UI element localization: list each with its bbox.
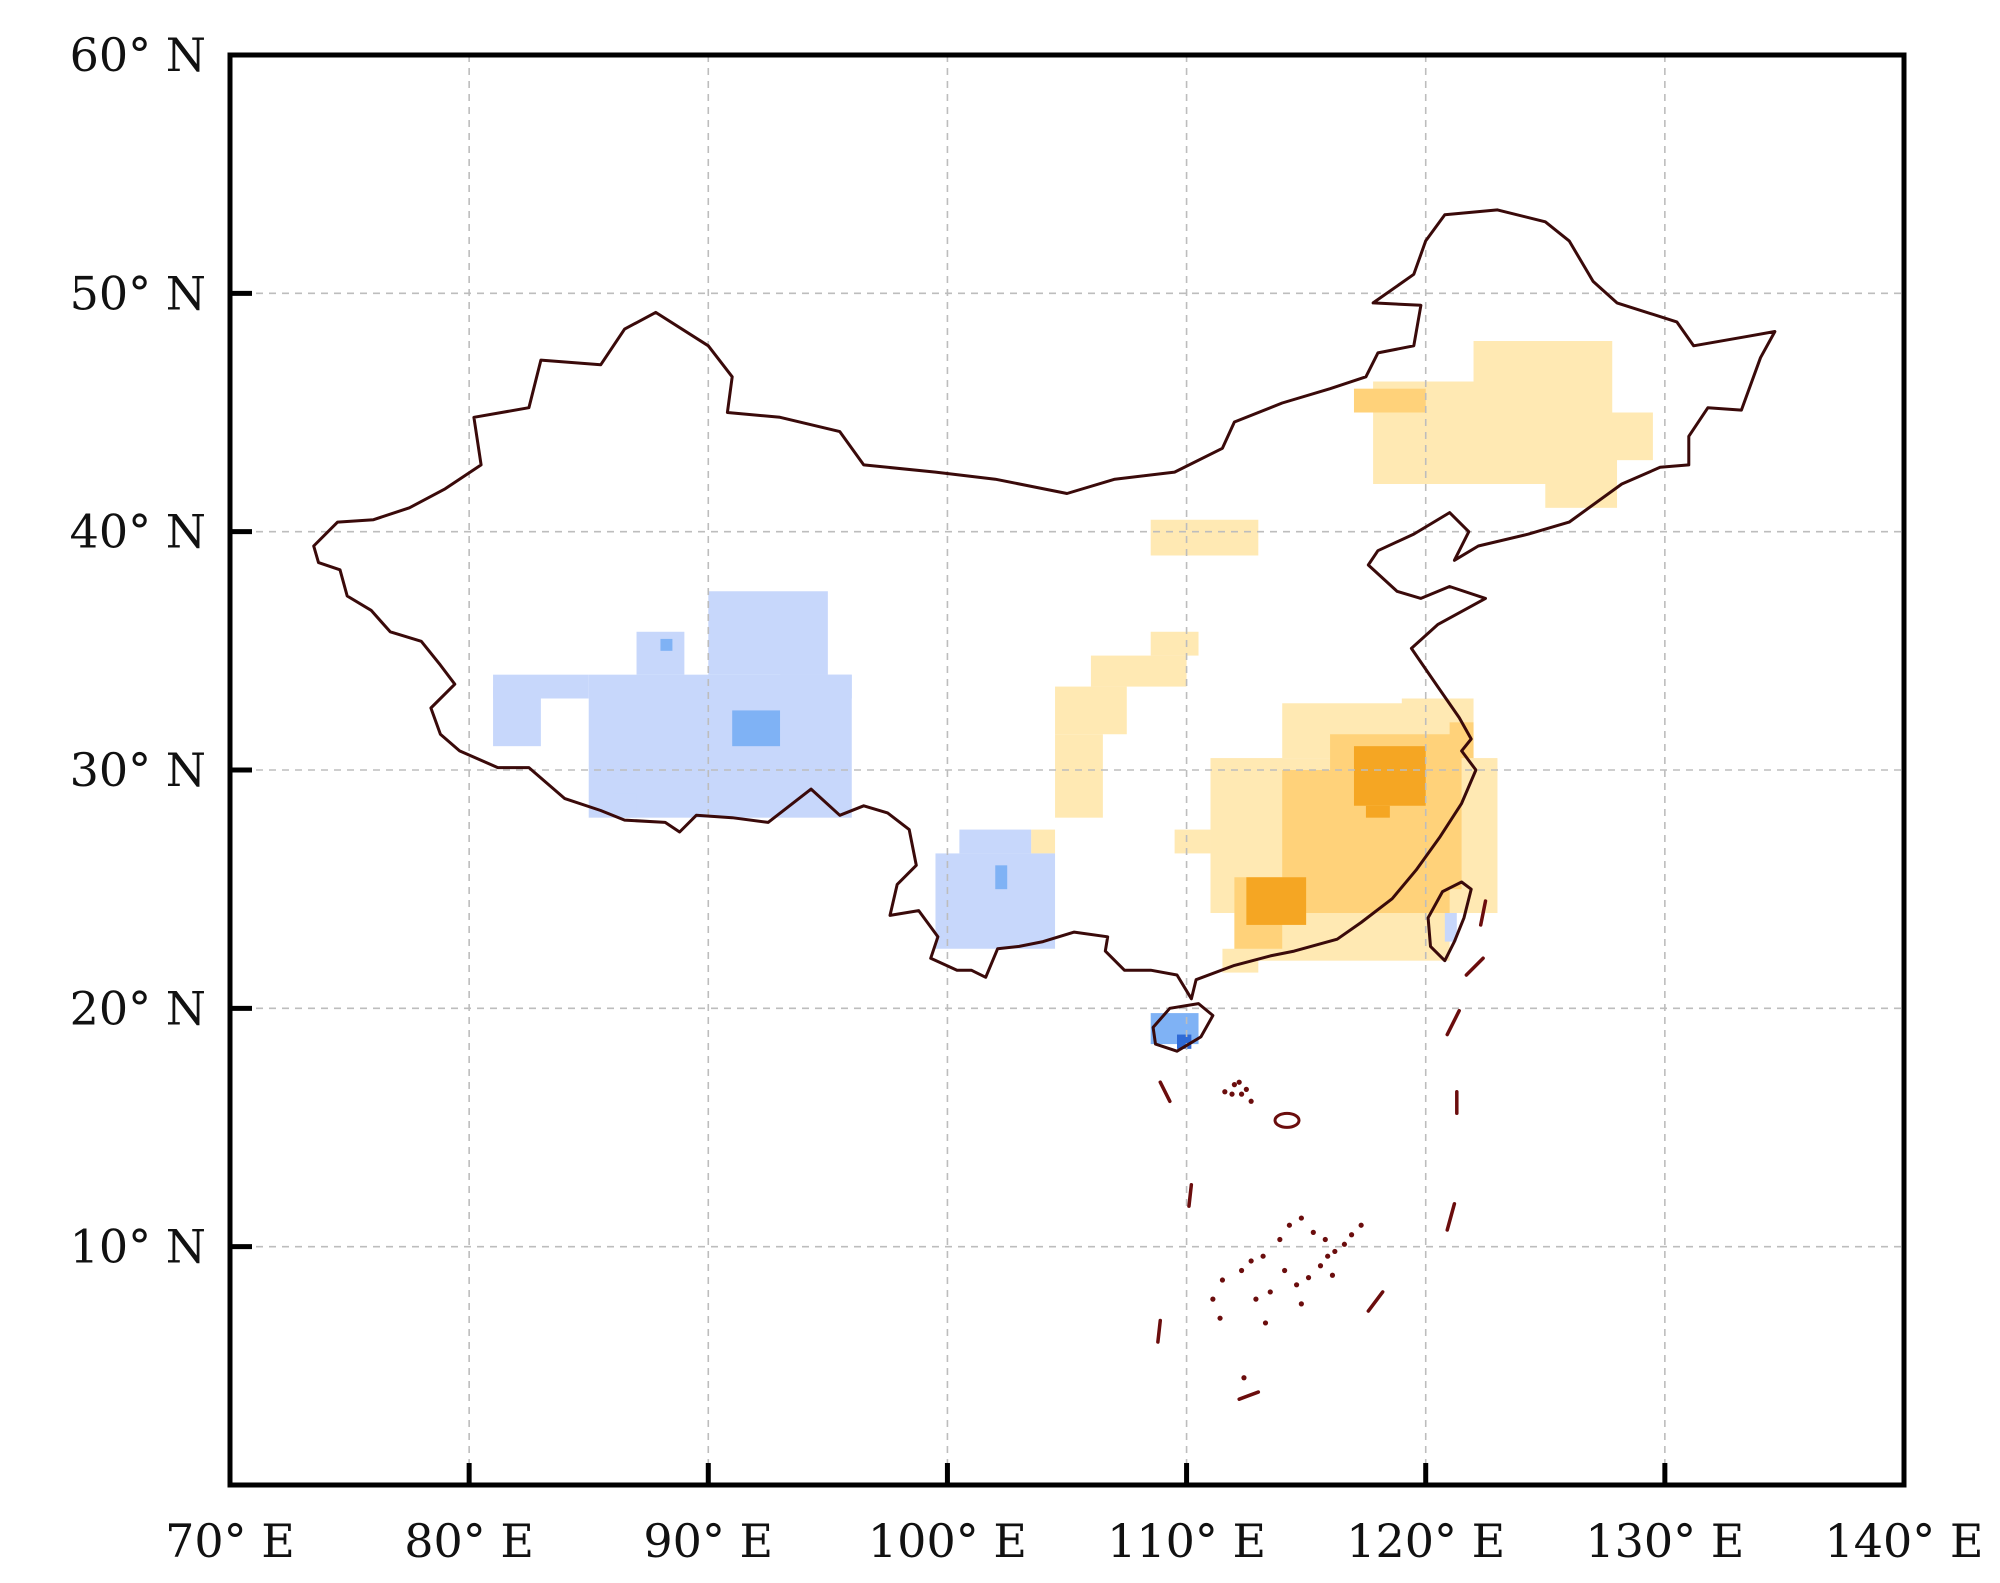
island-dot <box>1222 1089 1228 1095</box>
island-dot <box>1262 1320 1269 1326</box>
y-tick-label: 10° N <box>70 1220 206 1274</box>
x-tick-label: 90° E <box>643 1514 773 1568</box>
island-dot <box>1243 1086 1249 1092</box>
x-tick-label: 80° E <box>404 1514 534 1568</box>
island-dot <box>1348 1232 1355 1238</box>
y-axis-tick-labels: 10° N 20° N 30° N 40° N 50° N 60° N <box>70 28 206 1274</box>
warm-light-cell <box>1055 734 1103 818</box>
island-dot <box>1293 1282 1300 1288</box>
y-tick-label: 30° N <box>70 743 206 797</box>
country-boundary-layer <box>312 208 1777 1053</box>
island-dot <box>1229 1091 1235 1097</box>
warm-mid-cell <box>1353 388 1426 413</box>
island-dot <box>1305 1275 1312 1281</box>
island-dot <box>1248 1098 1254 1104</box>
x-tick-label: 120° E <box>1346 1514 1505 1568</box>
island-dot <box>1219 1277 1226 1283</box>
y-tick-label: 50° N <box>70 266 206 320</box>
atoll-outline <box>1273 1111 1301 1129</box>
island-dot <box>1238 1267 1245 1274</box>
island-dot <box>1329 1272 1336 1278</box>
warm-strong-cell <box>1353 746 1426 806</box>
island-dot <box>1236 1079 1242 1085</box>
island-dot <box>1298 1215 1304 1221</box>
boundary-dash <box>1478 899 1488 927</box>
island-dot <box>1322 1236 1328 1243</box>
taiwan-island <box>1426 880 1473 963</box>
boundary-dash <box>1237 1390 1261 1401</box>
island-dot <box>1267 1289 1273 1295</box>
island-dot <box>1310 1229 1316 1235</box>
island-dot <box>1282 1267 1288 1274</box>
cool-mid-cell <box>995 865 1008 890</box>
boundary-dash <box>1366 1290 1385 1313</box>
boundary-dash <box>1445 1202 1457 1232</box>
x-tick-label: 70° E <box>165 1514 295 1568</box>
south-china-sea-islands <box>1156 899 1488 1401</box>
island-dot <box>1358 1222 1364 1228</box>
cool-light-cell <box>708 591 828 675</box>
island-dot <box>1317 1263 1324 1269</box>
island-dot <box>1332 1248 1338 1255</box>
cool-mid-cell <box>732 710 781 747</box>
island-dot <box>1248 1258 1254 1264</box>
cool-light-cell <box>493 674 589 699</box>
boundary-dash <box>1156 1318 1163 1344</box>
warm-light-cell <box>1473 341 1613 461</box>
island-dot <box>1231 1082 1237 1088</box>
island-dot <box>1210 1296 1216 1302</box>
warm-light-cell <box>1090 655 1187 687</box>
island-dot <box>1241 1375 1247 1381</box>
boundary-dash <box>1187 1182 1194 1208</box>
y-tick-label: 40° N <box>70 505 206 559</box>
island-dot <box>1341 1241 1348 1247</box>
x-tick-label: 130° E <box>1585 1514 1744 1568</box>
hainan-island <box>1151 1002 1215 1053</box>
graticule <box>230 55 1904 1485</box>
island-dot <box>1253 1296 1259 1302</box>
cool-light-cell <box>780 674 852 699</box>
warm-light-cell <box>1150 631 1199 656</box>
y-tick-label: 60° N <box>70 28 206 82</box>
y-tick-label: 20° N <box>70 981 206 1035</box>
boundary-dash <box>1445 1008 1461 1037</box>
warm-strong-cell <box>1246 877 1307 925</box>
warm-light-cell <box>1055 686 1127 735</box>
x-tick-label: 100° E <box>868 1514 1027 1568</box>
cool-light-cell <box>612 793 637 818</box>
cool-light-cell <box>1444 913 1457 942</box>
island-dot <box>1298 1301 1304 1307</box>
warm-light-cell <box>1150 519 1259 556</box>
island-dot <box>1260 1253 1266 1259</box>
boundary-dash <box>1158 1080 1172 1104</box>
warm-light-cell <box>1593 412 1653 461</box>
island-dot <box>1325 1253 1331 1259</box>
island-dot <box>1286 1222 1293 1228</box>
island-dot <box>1217 1315 1223 1321</box>
x-tick-label: 110° E <box>1107 1514 1266 1568</box>
island-dot <box>1238 1091 1245 1097</box>
china-boundary <box>312 208 1777 1001</box>
warm-light-cell <box>1031 829 1056 854</box>
axis-ticks <box>230 290 1668 1485</box>
cool-light-cell <box>636 631 685 675</box>
island-dot <box>1277 1236 1283 1243</box>
warm-strong-cell <box>1365 805 1390 818</box>
x-axis-tick-labels: 70° E 80° E 90° E 100° E 110° E 120° E 130° E 1… <box>165 1514 1983 1568</box>
cool-mid-cell <box>660 638 673 651</box>
warm-light-cell <box>1174 829 1211 854</box>
x-tick-label: 140° E <box>1824 1514 1983 1568</box>
boundary-dash <box>1464 956 1485 977</box>
cool-light-cell <box>959 829 1032 854</box>
